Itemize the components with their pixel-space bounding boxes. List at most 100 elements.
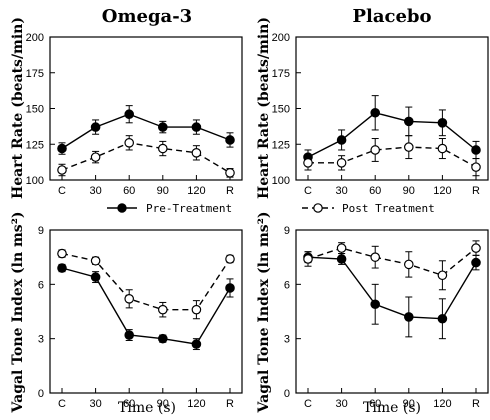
hr-omega3-pre-point bbox=[90, 122, 101, 132]
hr-placebo-xtick-label: 90 bbox=[403, 185, 415, 197]
vti-placebo-ytick-label: 6 bbox=[284, 279, 290, 291]
placebo-title: Placebo bbox=[352, 6, 431, 27]
vti-placebo-ytick-label: 9 bbox=[284, 225, 290, 237]
legend-pre-marker bbox=[117, 203, 127, 213]
hr-placebo-post-point bbox=[403, 142, 414, 152]
hr-placebo-panel: 100 125 150 175 200 C 30 60 90 120 R bbox=[272, 32, 489, 197]
vti-omega3-post-point bbox=[90, 255, 101, 266]
hr-placebo-post-point bbox=[437, 143, 448, 154]
hr-placebo-ytick-label: 150 bbox=[272, 104, 290, 116]
vti-omega3-xtick-label: 90 bbox=[157, 398, 169, 410]
time-xlabel-left: Time (s) bbox=[118, 400, 176, 416]
vti-omega3-frame bbox=[49, 229, 243, 394]
hr-placebo-ytick-label: 175 bbox=[272, 68, 290, 80]
omega3-title: Omega-3 bbox=[102, 6, 192, 27]
hr-omega3-ytick-label: 200 bbox=[26, 32, 44, 44]
vti-omega3-xtick-label: C bbox=[58, 398, 66, 410]
vti-placebo-pre-point bbox=[471, 257, 481, 268]
hr-placebo-pre-point bbox=[370, 107, 380, 118]
hr-omega3-xtick-label: R bbox=[226, 185, 234, 197]
legend-post-marker bbox=[313, 203, 323, 213]
vti-omega3-post-point bbox=[191, 304, 202, 315]
hr-omega3-xtick-label: 90 bbox=[157, 185, 169, 197]
vti-placebo-ytick-label: 3 bbox=[284, 334, 290, 346]
vti-placebo-pre-line bbox=[307, 256, 477, 320]
vti-omega3-post-line bbox=[61, 252, 231, 311]
vti-omega3-ytick-label: 0 bbox=[38, 388, 44, 400]
vti-omega3-xtick-label: 120 bbox=[187, 398, 205, 410]
vti-omega3-pre-point bbox=[191, 339, 202, 349]
hr-placebo-ytick-label: 125 bbox=[272, 139, 290, 151]
vti-ylabel-right: Vagal Tone Index (ln ms²) bbox=[256, 212, 272, 414]
hr-omega3-panel: 100 125 150 175 200 C 30 60 90 120 R bbox=[26, 32, 243, 197]
hr-omega3-post-point bbox=[90, 152, 101, 162]
hr-placebo-xtick-label: 30 bbox=[335, 185, 347, 197]
hr-omega3-post-line bbox=[61, 142, 231, 174]
vti-omega3-post-point bbox=[158, 304, 168, 315]
vti-placebo-frame bbox=[295, 229, 489, 394]
vti-omega3-xtick-label: 60 bbox=[123, 398, 135, 410]
hr-placebo-post-line bbox=[308, 146, 477, 168]
vti-placebo-pre-point bbox=[437, 313, 448, 324]
hr-placebo-post-point bbox=[370, 145, 380, 155]
hr-placebo-pre-point bbox=[403, 116, 414, 127]
hr-placebo-post-point bbox=[303, 158, 313, 168]
hr-placebo-pre-point bbox=[336, 135, 347, 145]
vti-placebo-xtick-label: 90 bbox=[403, 398, 415, 410]
legend: Pre-Treatment Post Treatment bbox=[107, 202, 435, 215]
vti-placebo-post-point bbox=[370, 252, 380, 262]
hr-placebo-post-point bbox=[471, 162, 481, 172]
hr-omega3-xtick-label: 120 bbox=[187, 185, 205, 197]
hr-placebo-xtick-label: C bbox=[304, 185, 312, 197]
hr-placebo-pre-point bbox=[471, 145, 481, 155]
hr-placebo-pre-line bbox=[307, 112, 477, 158]
vti-omega3-post-point bbox=[225, 254, 235, 264]
vti-placebo-xtick-label: C bbox=[304, 398, 312, 410]
hr-omega3-pre-point bbox=[158, 122, 168, 132]
hr-placebo-frame bbox=[295, 36, 489, 181]
vti-omega3-ytick-label: 9 bbox=[38, 225, 44, 237]
hr-placebo-post-point bbox=[336, 158, 347, 168]
vti-placebo-xtick-label: 30 bbox=[335, 398, 347, 410]
vti-omega3-post-point bbox=[124, 294, 134, 304]
vti-omega3-pre-point bbox=[225, 283, 235, 293]
vti-omega3-ytick-label: 3 bbox=[38, 334, 44, 346]
vti-placebo-post-point bbox=[336, 243, 347, 253]
vti-placebo-xtick-label: 120 bbox=[433, 398, 451, 410]
hr-omega3-post-point bbox=[191, 148, 202, 158]
hr-omega3-ytick-label: 150 bbox=[26, 104, 44, 116]
vti-placebo-pre-point bbox=[336, 254, 347, 264]
hr-omega3-post-point bbox=[225, 168, 235, 178]
hr-omega3-ytick-label: 125 bbox=[26, 139, 44, 151]
hr-placebo-pre-point bbox=[437, 118, 448, 128]
vti-placebo-xtick-label: R bbox=[472, 398, 480, 410]
hr-ylabel-right: Heart Rate (beats/min) bbox=[256, 17, 272, 199]
vti-omega3-panel: 0 3 6 9 C 30 60 90 120 R bbox=[38, 225, 243, 410]
hr-omega3-pre-point bbox=[57, 143, 67, 154]
vti-placebo-ytick-label: 0 bbox=[284, 388, 290, 400]
hr-placebo-ytick-label: 100 bbox=[272, 175, 290, 187]
hr-placebo-xtick-label: 120 bbox=[433, 185, 451, 197]
time-xlabel-right: Time (s) bbox=[363, 400, 421, 416]
vti-placebo-xtick-label: 60 bbox=[369, 398, 381, 410]
vti-placebo-pre-point bbox=[403, 312, 414, 322]
vti-placebo-panel: 0 3 6 9 C 30 60 90 120 R bbox=[284, 225, 489, 410]
hr-omega3-frame bbox=[49, 36, 243, 181]
vti-placebo-post-point bbox=[303, 254, 313, 264]
hr-omega3-post-point bbox=[57, 165, 67, 175]
hr-placebo-xtick-label: R bbox=[472, 185, 480, 197]
vti-placebo-post-point bbox=[403, 259, 414, 270]
hr-omega3-pre-point bbox=[225, 135, 235, 145]
vti-ylabel-left: Vagal Tone Index (ln ms²) bbox=[10, 212, 26, 414]
vti-omega3-pre-point bbox=[124, 330, 134, 340]
hr-omega3-post-point bbox=[124, 138, 134, 148]
vti-omega3-pre-point bbox=[57, 263, 67, 273]
hr-placebo-xtick-label: 60 bbox=[369, 185, 381, 197]
legend-post-label: Post Treatment bbox=[342, 202, 435, 215]
hr-ylabel-left: Heart Rate (beats/min) bbox=[10, 17, 26, 199]
vti-placebo-post-point bbox=[437, 270, 448, 281]
vti-omega3-ytick-label: 6 bbox=[38, 279, 44, 291]
hr-omega3-pre-line bbox=[61, 113, 231, 150]
hr-omega3-xtick-label: 30 bbox=[89, 185, 101, 197]
